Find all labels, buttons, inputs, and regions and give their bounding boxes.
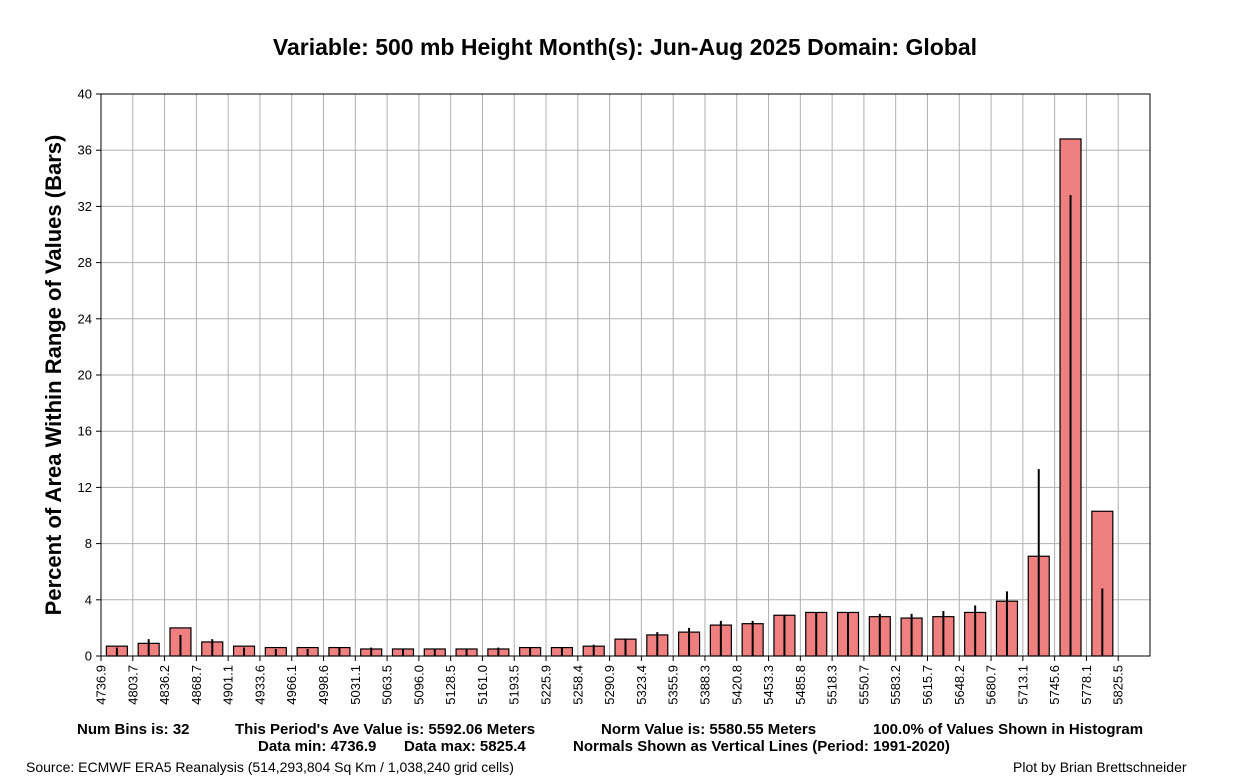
x-tick-label: 5388.3: [697, 665, 712, 705]
x-tick-label: 4803.7: [125, 665, 140, 705]
footer-pct-shown: 100.0% of Values Shown in Histogram: [873, 721, 1144, 738]
x-tick-label: 5648.2: [952, 665, 967, 705]
x-tick-label: 4836.2: [157, 665, 172, 705]
y-tick-label: 16: [78, 424, 92, 439]
x-tick-label: 5825.5: [1111, 665, 1126, 705]
normal-lines: [115, 195, 1104, 656]
x-tick-label: 4966.1: [284, 665, 299, 705]
x-tick-label: 4933.6: [252, 665, 267, 705]
x-tick-label: 5290.9: [602, 665, 617, 705]
x-tick-label: 5778.1: [1079, 665, 1094, 705]
y-tick-label: 36: [78, 143, 92, 158]
x-tick-label: 5420.8: [729, 665, 744, 705]
x-tick-label: 5193.5: [507, 665, 522, 705]
x-tick-label: 5161.0: [475, 665, 490, 705]
footer-normals-note: Normals Shown as Vertical Lines (Period:…: [573, 738, 950, 755]
x-tick-label: 5680.7: [984, 665, 999, 705]
y-tick-label: 24: [78, 311, 92, 326]
x-tick-label: 5128.5: [443, 665, 458, 705]
x-tick-label: 5583.2: [888, 665, 903, 705]
y-tick-label: 20: [78, 368, 92, 383]
plot-credit: Plot by Brian Brettschneider: [1013, 759, 1187, 775]
x-tick-label: 5031.1: [348, 665, 363, 705]
x-tick-label: 5355.9: [666, 665, 681, 705]
x-tick-label: 5713.1: [1015, 665, 1030, 705]
x-tick-label: 5096.0: [411, 665, 426, 705]
footer-norm-value: Norm Value is: 5580.55 Meters: [601, 721, 817, 738]
x-tick-label: 5485.8: [793, 665, 808, 705]
x-tick-label: 4736.9: [94, 665, 109, 705]
x-tick-label: 5550.7: [856, 665, 871, 705]
x-tick-label: 4998.6: [316, 665, 331, 705]
y-tick-label: 4: [85, 592, 92, 607]
footer-ave-value: This Period's Ave Value is: 5592.06 Mete…: [235, 721, 536, 738]
x-tick-label: 5063.5: [380, 665, 395, 705]
source-note: Source: ECMWF ERA5 Reanalysis (514,293,8…: [26, 759, 514, 775]
x-tick-label: 5453.3: [761, 665, 776, 705]
footer-data-min: Data min: 4736.9: [258, 738, 377, 755]
footer-num-bins: Num Bins is: 32: [77, 721, 190, 738]
x-tick-label: 4901.1: [221, 665, 236, 705]
x-tick-label: 5615.7: [920, 665, 935, 705]
y-tick-label: 12: [78, 480, 92, 495]
footer-data-max: Data max: 5825.4: [404, 738, 526, 755]
x-tick-label: 5745.6: [1047, 665, 1062, 705]
chart-title: Variable: 500 mb Height Month(s): Jun-Au…: [272, 34, 978, 60]
grid-lines: [101, 94, 1150, 656]
y-tick-label: 32: [78, 199, 92, 214]
y-tick-label: 40: [78, 87, 92, 102]
x-tick-label: 5323.4: [634, 665, 649, 705]
x-ticks: 4736.9 4803.7 4836.2 4868.7 4901.1 4933.6 4966…: [94, 656, 1126, 705]
x-tick-label: 5225.9: [539, 665, 554, 705]
x-tick-label: 4868.7: [189, 665, 204, 705]
y-tick-label: 28: [78, 255, 92, 270]
y-tick-label: 8: [85, 536, 92, 551]
x-tick-label: 5518.3: [825, 665, 840, 705]
x-tick-label: 5258.4: [570, 665, 585, 705]
y-ticks: 0 4 8 12 16 20 24 28 32 36 40: [78, 87, 101, 664]
y-tick-label: 0: [85, 649, 92, 664]
